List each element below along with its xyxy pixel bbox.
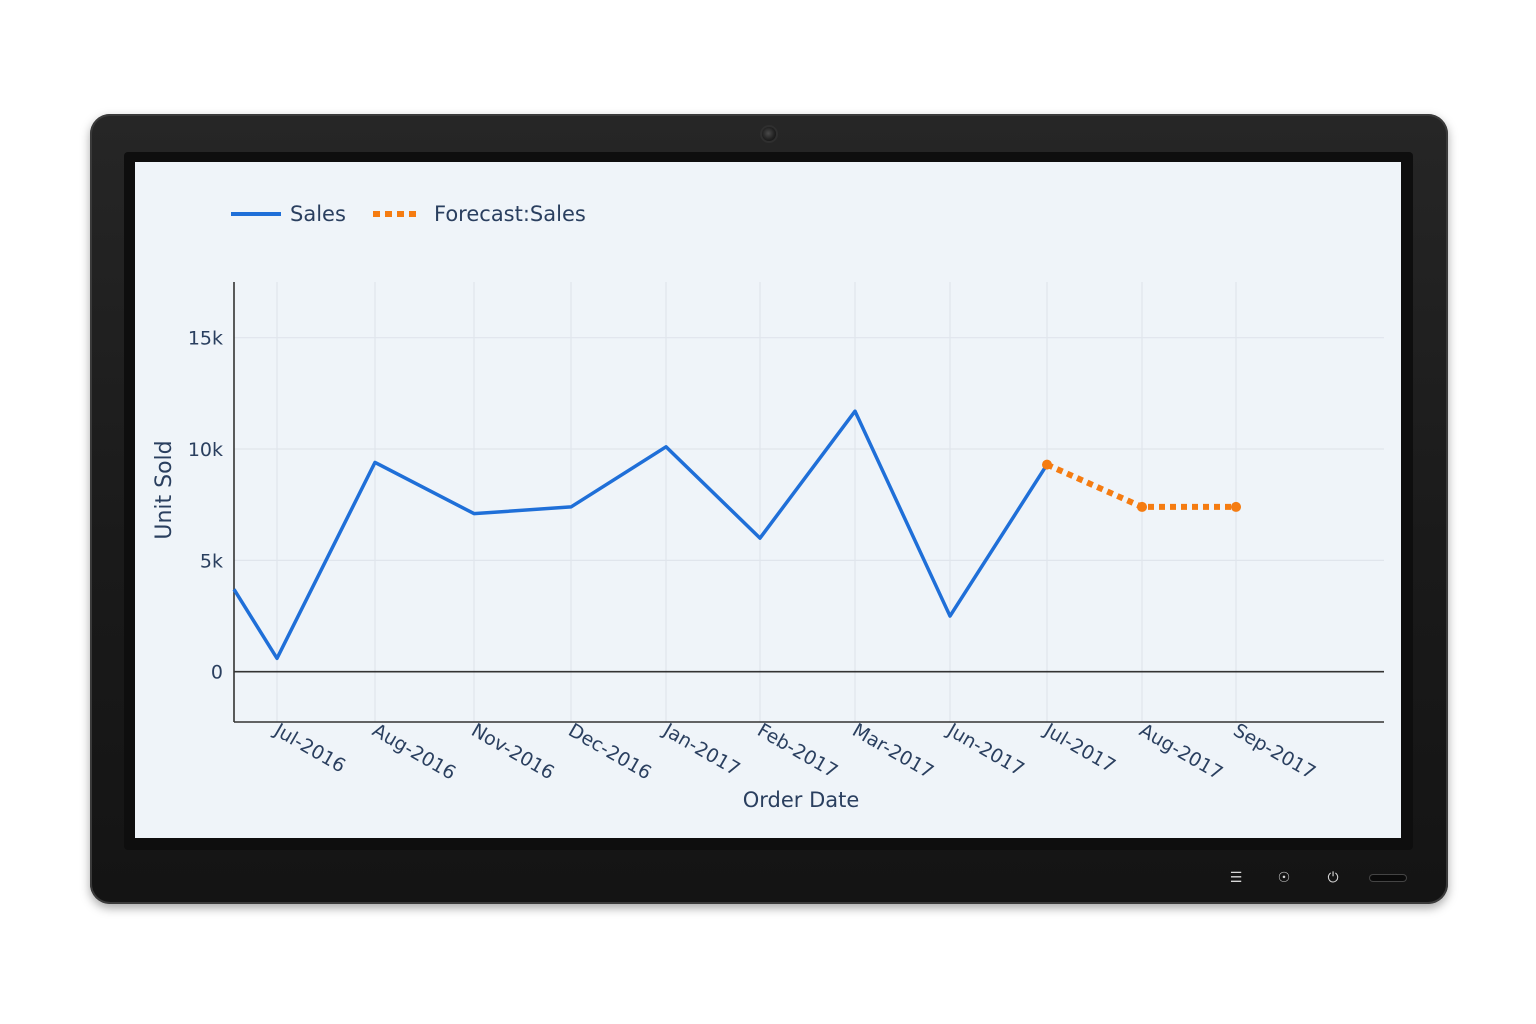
- power-led: [1370, 875, 1406, 881]
- y-tick-label: 5k: [200, 550, 223, 572]
- webcam: [762, 127, 776, 141]
- screen: Sales Forecast:Sales 0 5k 10k 15k Jul-2016 A…: [135, 162, 1401, 838]
- x-tick-label: Aug-2017: [1136, 719, 1227, 784]
- legend-sales-label: Sales: [290, 202, 346, 226]
- y-tick-label: 15k: [188, 328, 223, 350]
- x-tick-labels: Jul-2016 Aug-2016 Nov-2016 Dec-2016 Jan-2017…: [270, 719, 1320, 785]
- x-tick-label: Jul-2017: [1040, 719, 1120, 778]
- grid: [234, 282, 1384, 722]
- y-axis-title: Unit Sold: [152, 440, 177, 539]
- x-tick-label: Jan-2017: [659, 719, 744, 781]
- x-tick-label: Dec-2016: [565, 719, 656, 784]
- sales-series-line: [232, 409, 1049, 661]
- forecast-point: [1231, 501, 1241, 512]
- x-tick-label: Mar-2017: [849, 719, 938, 783]
- y-tick-label: 10k: [188, 439, 223, 461]
- x-axis-title: Order Date: [743, 788, 860, 812]
- x-tick-label: Jun-2017: [943, 719, 1028, 781]
- y-tick-label: 0: [211, 662, 223, 684]
- y-tick-labels: 0 5k 10k 15k: [188, 328, 223, 684]
- line-chart: Sales Forecast:Sales 0 5k 10k 15k Jul-2016 A…: [152, 202, 1384, 812]
- legend-forecast-label: Forecast:Sales: [434, 202, 586, 226]
- x-tick-label: Aug-2016: [369, 719, 460, 784]
- legend: Sales Forecast:Sales: [231, 202, 586, 226]
- forecast-point: [1042, 459, 1052, 470]
- x-tick-label: Sep-2017: [1230, 719, 1320, 784]
- power-icon[interactable]: ⏻: [1327, 870, 1339, 886]
- x-tick-label: Nov-2016: [468, 719, 558, 784]
- axes: [233, 282, 1384, 723]
- input-source-icon[interactable]: ☉: [1277, 870, 1291, 886]
- x-tick-label: Jul-2016: [270, 719, 350, 778]
- forecast-point: [1137, 501, 1147, 512]
- series: [232, 409, 1241, 661]
- menu-icon[interactable]: ☰: [1229, 870, 1243, 886]
- x-tick-label: Feb-2017: [754, 719, 842, 782]
- monitor-bezel: ☰ ☉ ⏻ Sales Forecast:Sales 0 5k 10k 15k Jul…: [90, 114, 1448, 904]
